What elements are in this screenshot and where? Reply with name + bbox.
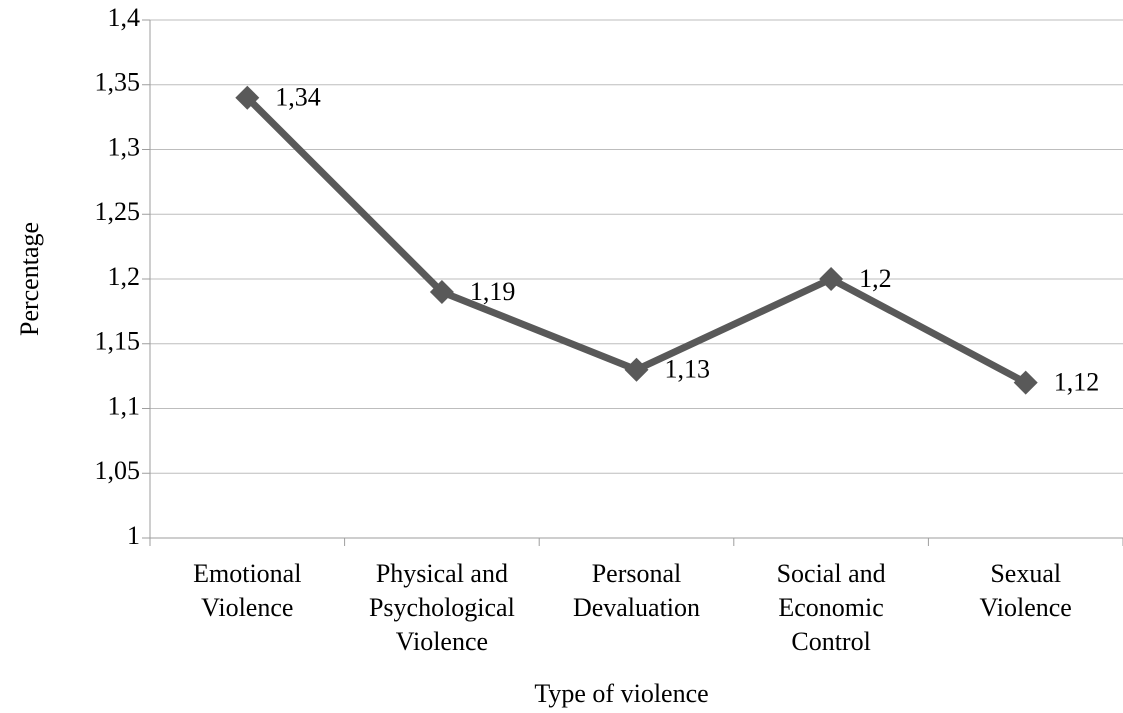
y-tick-label: 1,35 (95, 68, 141, 97)
x-axis-title: Type of violence (534, 679, 708, 708)
y-tick-label: 1 (127, 521, 140, 550)
y-axis-title: Percentage (15, 222, 44, 336)
series (235, 85, 1038, 395)
y-tick-label: 1,2 (108, 262, 141, 291)
y-tick-labels: 1 1,05 1,1 1,15 1,2 1,25 1,3 1,35 1,4 (95, 3, 141, 550)
data-labels: 1,34 1,19 1,13 1,2 1,12 (275, 83, 1099, 397)
data-label: 1,19 (470, 277, 516, 306)
data-label: 1,13 (665, 355, 711, 384)
y-tick-label: 1,05 (95, 456, 141, 485)
x-tick-label: Personal Devaluation (573, 559, 700, 622)
gridlines (150, 19, 1123, 474)
x-tick-label: Sexual Violence (980, 559, 1072, 622)
y-tick-label: 1,3 (108, 132, 141, 161)
y-tick-label: 1,25 (95, 197, 141, 226)
x-tick-label: Social and Economic Control (777, 559, 886, 656)
x-tick-label: Emotional Violence (193, 559, 301, 622)
y-tick-label: 1,15 (95, 327, 141, 356)
data-label: 1,34 (275, 83, 321, 112)
data-point-marker (429, 280, 454, 304)
x-tick-labels: Emotional Violence Physical and Psychologic… (193, 559, 1072, 656)
axes (142, 19, 1123, 546)
y-tick-label: 1,4 (108, 3, 141, 32)
data-point-marker (624, 357, 649, 382)
data-point-marker (1013, 370, 1038, 395)
y-tick-label: 1,1 (108, 391, 141, 420)
data-label: 1,2 (859, 264, 892, 293)
data-label: 1,12 (1054, 368, 1100, 397)
data-point-marker (235, 85, 260, 110)
x-tick-label: Physical and Psychological Violence (369, 559, 515, 656)
data-point-marker (819, 267, 844, 291)
series-line (243, 94, 1030, 387)
